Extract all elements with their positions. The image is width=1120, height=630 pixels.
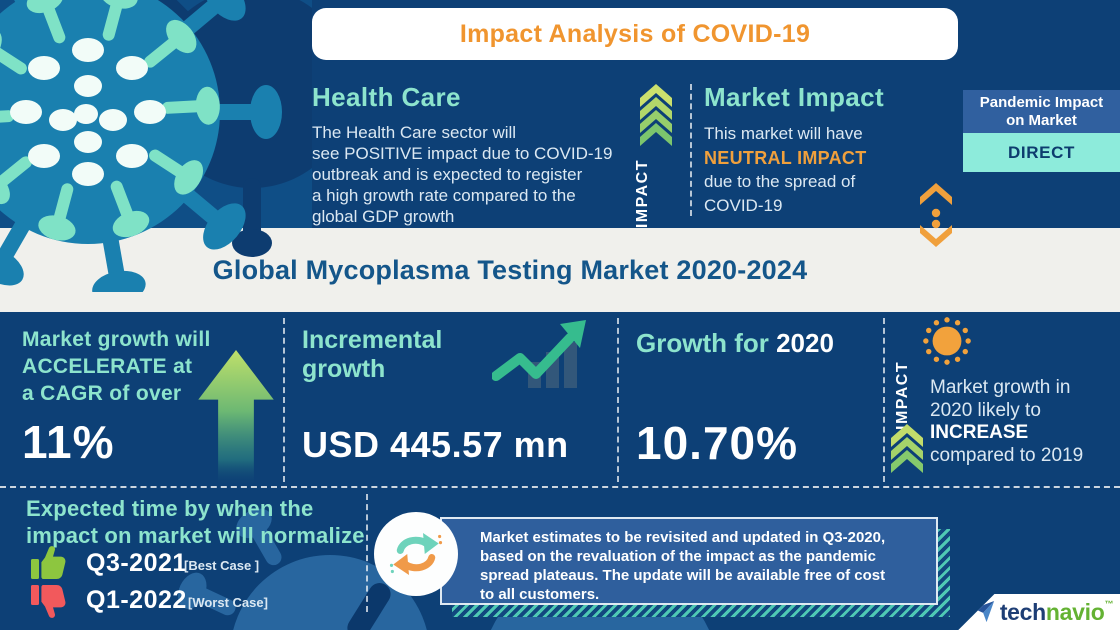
impact-2020-highlight: INCREASE (930, 422, 1029, 443)
banner-title: Impact Analysis of COVID-19 (459, 19, 811, 48)
market-title: Global Mycoplasma Testing Market 2020-20… (212, 254, 808, 285)
best-case-label: [Best Case ] (184, 558, 260, 573)
impact-2020-line: 2020 likely to (930, 399, 1041, 421)
covid-banner: Impact Analysis of COVID-19 (312, 8, 958, 60)
market-impact-title: Market Impact (704, 82, 885, 112)
health-care-text-line: a high growth rate compared to the (312, 186, 576, 205)
note-line: Market estimates to be revisited and upd… (480, 529, 886, 546)
worst-case-quarter: Q1-2022 (86, 586, 187, 614)
growth-2020-prefix: Growth for (636, 328, 777, 358)
horizontal-divider (0, 486, 1120, 488)
bottom-divider (366, 494, 368, 612)
thumbs-down-icon (31, 585, 66, 618)
impact-vertical-label: IMPACT (634, 159, 651, 229)
stat-divider (883, 318, 885, 482)
normalize-title: Expected time by when the impact on mark… (26, 496, 365, 549)
impact-2020-line: Market growth in (930, 377, 1071, 398)
note-line: based on the revaluation of the impact a… (480, 548, 876, 565)
technavio-wordmark: technavio™ (999, 598, 1114, 626)
stat-divider (617, 318, 619, 482)
neutral-impact-icon (920, 183, 952, 247)
refresh-badge (374, 512, 458, 596)
logo-navio: navio (1045, 598, 1105, 625)
incremental-line: Incremental (302, 326, 443, 354)
health-care-text-line: see POSITIVE impact due to COVID-19 (312, 144, 613, 163)
cagr-stat: Market growth will ACCELERATE at a CAGR … (22, 326, 211, 469)
market-impact-highlight: NEUTRAL IMPACT (704, 148, 867, 168)
impact-2020-text: Market growth in 2020 likely to INCREASE… (930, 377, 1083, 467)
normalize-title-line: Expected time by when the (26, 496, 314, 521)
virus-main-icon (0, 0, 282, 292)
growth-2020-label: Growth for 2020 (636, 328, 834, 359)
growth-arrow-icon (198, 350, 274, 487)
market-impact-section: Market Impact This market will have NEUT… (704, 82, 919, 218)
note-line: spread plateaus. The update will be avai… (480, 567, 886, 584)
incremental-growth-value: USD 445.57 mn (302, 424, 569, 465)
cagr-line: ACCELERATE at (22, 355, 193, 378)
pandemic-impact-value: DIRECT (963, 133, 1120, 172)
incremental-line: growth (302, 355, 386, 383)
impact-axis: IMPACT (634, 84, 678, 228)
virus-dot-icon (923, 317, 971, 365)
market-impact-line: COVID-19 (704, 196, 783, 215)
worst-case-label: [Worst Case] (188, 595, 268, 610)
note-line: to all customers. (480, 586, 600, 603)
refresh-icon (389, 533, 443, 575)
thumbs-up-icon (31, 546, 66, 579)
cagr-line: Market growth will (22, 328, 211, 351)
normalize-title-line: impact on market will normalize (26, 522, 365, 548)
incremental-growth-title: Incremental growth (302, 326, 442, 384)
health-care-text-line: outbreak and is expected to register (312, 165, 583, 184)
health-care-title: Health Care (312, 82, 461, 112)
growth-2020-value: 10.70% (636, 417, 799, 469)
coronavirus-illustration (0, 0, 312, 292)
pandemic-impact-box: Pandemic Impact on Market DIRECT (963, 90, 1120, 172)
pandemic-impact-label: Pandemic Impact on Market (963, 90, 1120, 133)
stat-divider (283, 318, 285, 482)
growth-2020-year: 2020 (776, 328, 834, 358)
logo-tech: tech (999, 598, 1046, 625)
trend-up-icon (492, 320, 586, 388)
technavio-arrow-icon (973, 601, 994, 623)
cagr-value: 11% (22, 416, 115, 468)
pandemic-impact-label-line: on Market (1006, 111, 1077, 129)
logo-tm: ™ (1104, 598, 1114, 609)
health-care-section: Health Care The Health Care sector will … (312, 82, 642, 227)
up-chevrons-icon (891, 424, 923, 473)
top-divider (690, 84, 692, 216)
cagr-line: a CAGR of over (22, 382, 182, 405)
market-impact-line: due to the spread of (704, 172, 856, 191)
update-note-box: Market estimates to be revisited and upd… (440, 517, 938, 605)
pandemic-impact-label-line: Pandemic Impact (979, 93, 1104, 111)
health-care-text-line: global GDP growth (312, 207, 455, 226)
up-chevrons-icon (640, 84, 672, 146)
health-care-text-line: The Health Care sector will (312, 123, 517, 142)
market-impact-line: This market will have (704, 124, 863, 143)
impact-vertical-label: IMPACT (894, 360, 911, 430)
best-case-quarter: Q3-2021 (86, 549, 187, 577)
impact-2020-line: compared to 2019 (930, 444, 1084, 466)
